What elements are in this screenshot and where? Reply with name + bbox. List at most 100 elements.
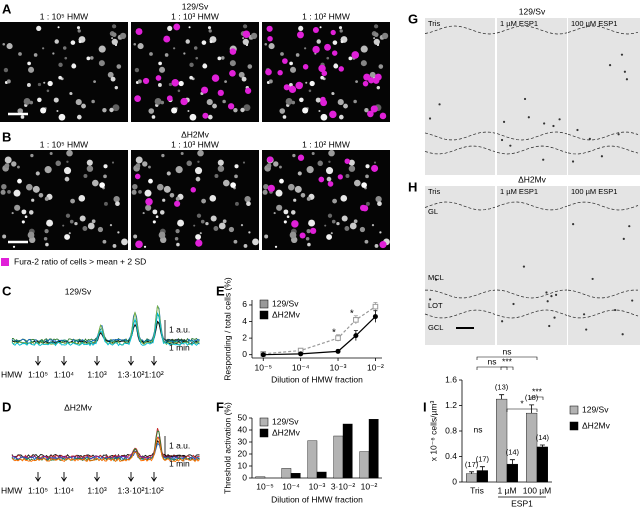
stimulus-label: 1:3·10² [118,369,145,379]
panel-label: C [2,283,12,298]
cell [378,64,384,69]
cell [33,53,38,57]
responding-cell [229,48,237,55]
y-tick-label: 30 [238,436,248,446]
cell [58,62,63,68]
marker [335,335,341,341]
cell [58,75,62,80]
responding-cell [283,84,290,91]
cell [112,104,120,112]
cell [131,189,137,195]
cell [331,91,335,95]
cell [4,163,10,169]
x-tick-label: 10⁻⁵ [256,481,273,491]
cell [217,165,225,172]
cell [266,163,272,169]
cell [326,234,333,240]
cell [186,160,192,167]
layer-boundary [424,309,496,319]
labeled-cell [572,223,575,226]
cell [283,209,289,215]
labeled-cell [558,118,561,121]
responding-cell [202,112,209,119]
marker [372,314,378,320]
responding-cell [318,64,326,73]
responding-cell [267,184,275,192]
cell [111,38,118,46]
responding-cell [174,200,181,207]
cell [117,231,120,234]
cell [235,201,239,206]
cell [134,67,140,73]
panel-label: H [408,179,417,194]
stimulus-arrow [151,472,157,482]
cell [210,215,217,222]
image-label: 1 : 10⁵ HMW [40,139,88,149]
cell [1,183,7,190]
cell [3,67,9,73]
cell [36,25,42,31]
significance: ns [503,346,512,356]
labeled-cell [608,63,612,67]
cell [113,196,120,203]
cell [38,192,44,198]
cell [23,98,31,105]
cell [206,99,213,106]
cell [376,85,381,90]
stimulus-arrow [128,472,134,482]
labeled-cell [546,300,549,303]
legend-swatch [259,417,269,427]
layer-boundary [567,25,639,35]
labeled-cell [571,160,575,163]
responding-cell [337,174,343,180]
responding-cell [297,31,304,39]
x-tick-label: 10⁻² [361,481,378,491]
y-tick-label: 10 [238,460,248,470]
labeled-cell [429,298,432,301]
cell [54,39,59,44]
cell [305,236,310,241]
axis-label: HMW [1,485,22,495]
cell [241,76,247,82]
cell [196,213,202,218]
cell [111,24,117,29]
cell [305,81,308,84]
layer-boundary [496,25,568,35]
labeled-cell [552,124,555,128]
stimulus-arrow [94,356,100,366]
error-bar [509,459,515,465]
panel-label: D [2,399,11,414]
cell [155,215,159,219]
stimulus-label: 1:3·10² [118,485,145,495]
cell [65,213,71,218]
cell [175,228,180,234]
cell [167,25,173,31]
legend-swatch [259,310,269,320]
cell [154,98,162,105]
significance-bracket [530,396,544,400]
count-label: (18) [525,393,539,402]
cell [137,79,142,84]
count-label: (17) [476,455,490,464]
cell [91,219,96,224]
cell [373,38,380,46]
cell [6,79,11,84]
cell [340,40,344,44]
cell [343,103,348,109]
responding-cell [344,158,350,164]
cell [138,190,142,194]
labeled-cell [553,316,556,319]
cell [205,221,209,226]
cell [175,196,180,201]
error-bar [499,394,505,400]
panel-title: ΔH2Mv [181,129,210,139]
cell [348,159,355,166]
responding-cell [310,227,317,235]
y-axis-label: x 10⁻⁶ cells/µm³ [428,401,438,462]
labeled-cell [614,308,617,312]
cell [114,85,119,90]
cell [77,29,81,33]
cell [345,174,350,178]
cell [373,37,376,40]
image-label: 1 µM ESP1 [500,19,538,28]
